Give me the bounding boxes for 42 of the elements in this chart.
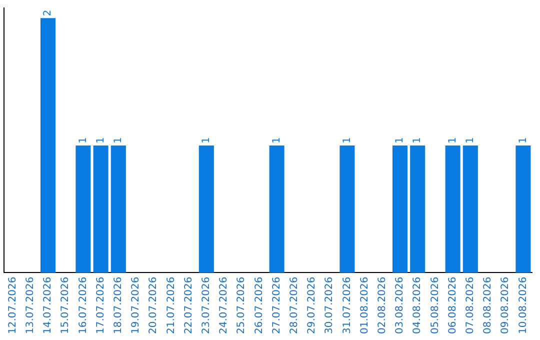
data-label: 1 bbox=[95, 137, 106, 144]
x-tick-label: 20.07.2026 bbox=[148, 276, 160, 334]
x-tick-label: 08.08.2026 bbox=[482, 276, 494, 334]
x-tick-label: 19.07.2026 bbox=[130, 276, 142, 334]
x-tick-label: 04.08.2026 bbox=[412, 276, 424, 334]
x-tick-label: 09.08.2026 bbox=[500, 276, 512, 334]
x-tick-label: 02.08.2026 bbox=[376, 276, 388, 334]
x-tick-label: 26.07.2026 bbox=[254, 276, 265, 334]
x-tick-label: 18.07.2026 bbox=[112, 276, 124, 334]
data-label: 1 bbox=[342, 137, 353, 144]
x-tick-label: 01.08.2026 bbox=[359, 276, 370, 334]
x-tick-label: 07.08.2026 bbox=[464, 276, 476, 334]
x-tick-label: 27.07.2026 bbox=[271, 276, 282, 334]
x-tick-label: 17.07.2026 bbox=[95, 276, 106, 334]
data-label: 1 bbox=[518, 137, 529, 144]
x-tick-label: 30.07.2026 bbox=[324, 276, 336, 334]
data-label: 1 bbox=[271, 137, 282, 144]
data-label: 1 bbox=[78, 137, 89, 144]
data-label: 1 bbox=[412, 137, 424, 144]
x-tick-label: 24.07.2026 bbox=[218, 276, 230, 334]
data-label: 2 bbox=[42, 10, 54, 16]
x-tick-label: 12.07.2026 bbox=[7, 276, 18, 334]
data-label: 1 bbox=[112, 137, 124, 144]
x-tick-label: 29.07.2026 bbox=[306, 276, 318, 334]
x-tick-label: 31.07.2026 bbox=[342, 276, 353, 334]
data-label: 1 bbox=[447, 137, 458, 144]
x-tick-label: 10.08.2026 bbox=[518, 276, 529, 334]
data-label: 1 bbox=[200, 137, 212, 144]
x-tick-label: 06.08.2026 bbox=[447, 276, 458, 334]
x-tick-label: 28.07.2026 bbox=[288, 276, 300, 334]
x-tick-label: 16.07.2026 bbox=[78, 276, 89, 334]
x-tick-label: 14.07.2026 bbox=[42, 276, 54, 334]
x-tick-label: 03.08.2026 bbox=[394, 276, 406, 334]
x-tick-label: 25.07.2026 bbox=[236, 276, 248, 334]
x-tick-label: 21.07.2026 bbox=[166, 276, 177, 334]
x-tick-label: 13.07.2026 bbox=[24, 276, 36, 334]
x-tick-label: 15.07.2026 bbox=[60, 276, 72, 334]
x-tick-label: 05.08.2026 bbox=[430, 276, 441, 334]
x-tick-label: 23.07.2026 bbox=[200, 276, 212, 334]
data-label: 1 bbox=[394, 137, 406, 144]
data-label: 1 bbox=[464, 137, 476, 144]
x-tick-label: 22.07.2026 bbox=[183, 276, 194, 334]
